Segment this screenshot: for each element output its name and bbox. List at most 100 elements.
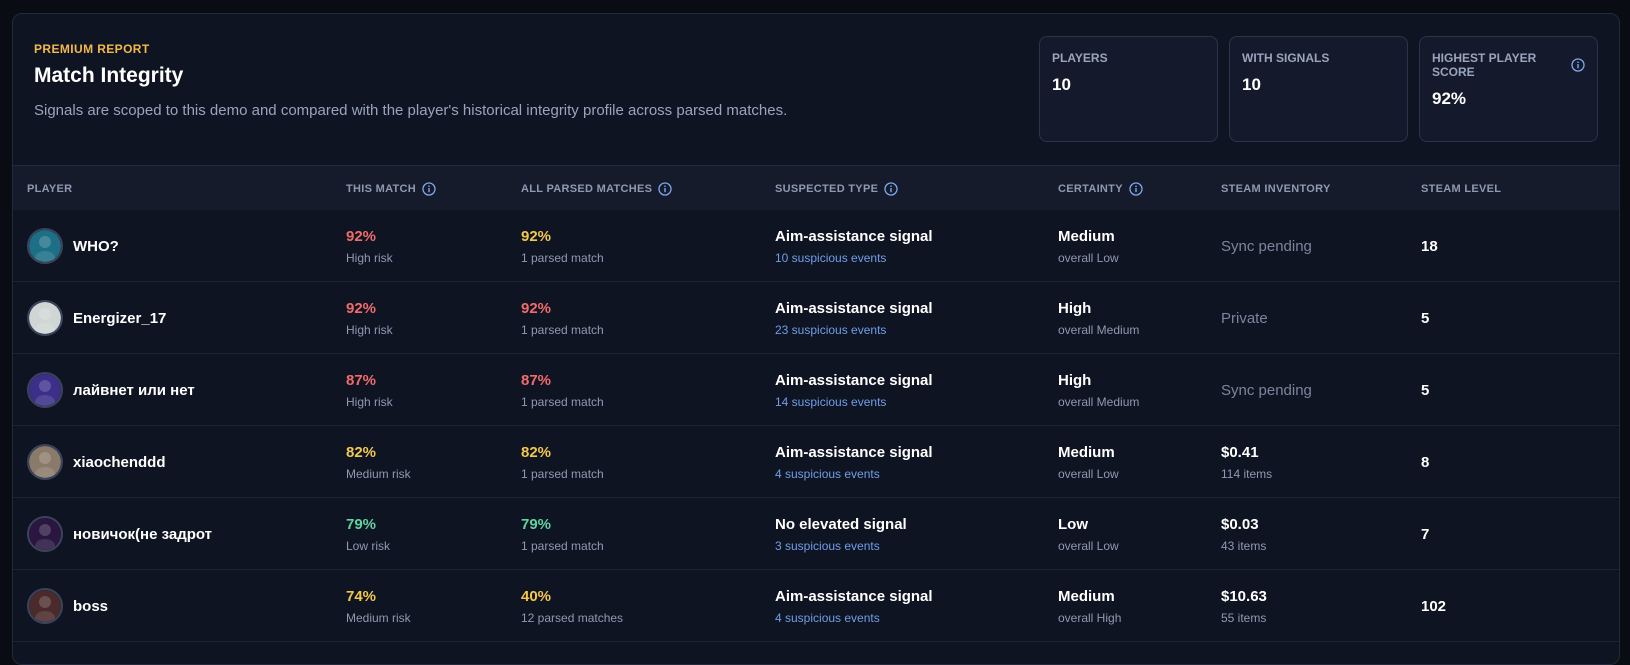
certainty-value: High [1058, 371, 1092, 389]
player-cell[interactable]: WHO? [27, 210, 119, 282]
steam-level-cell: 102 [1421, 570, 1446, 642]
player-name[interactable]: Energizer_17 [73, 309, 167, 327]
column-all-parsed[interactable]: ALL PARSED MATCHES [521, 166, 672, 211]
avatar[interactable] [27, 444, 63, 480]
steam-level: 8 [1421, 453, 1430, 471]
risk-label: Medium risk [346, 610, 411, 625]
certainty-value: Medium [1058, 227, 1115, 245]
table-header: PLAYER THIS MATCH ALL PARSED MATCHES SUS… [13, 165, 1619, 210]
overall-certainty: overall High [1058, 610, 1122, 625]
info-icon[interactable] [1571, 58, 1585, 72]
this-match-score: 92% [346, 227, 377, 245]
info-icon[interactable] [658, 181, 672, 196]
steam-inventory-cell: Sync pending [1221, 354, 1312, 426]
avatar[interactable] [27, 516, 63, 552]
this-match-cell: 82% Medium risk [346, 426, 411, 498]
table-row[interactable]: WHO? 92% High risk 92% 1 parsed match Aim-ass… [13, 210, 1619, 282]
player-name[interactable]: boss [73, 597, 109, 615]
avatar[interactable] [27, 588, 63, 624]
this-match-score: 82% [346, 443, 377, 461]
this-match-cell: 79% Low risk [346, 498, 390, 570]
steam-level: 102 [1421, 597, 1447, 615]
column-player[interactable]: PLAYER [27, 166, 72, 211]
player-cell[interactable]: boss [27, 570, 108, 642]
avatar[interactable] [27, 300, 63, 336]
player-name[interactable]: новичок(не задрот [73, 525, 213, 543]
all-parsed-cell: 92% 1 parsed match [521, 282, 604, 354]
suspicious-events-link[interactable]: 4 suspicious events [775, 466, 880, 481]
this-match-score: 87% [346, 371, 377, 389]
avatar[interactable] [27, 228, 63, 264]
inventory-items: 114 items [1221, 466, 1273, 481]
column-steam-inventory[interactable]: STEAM INVENTORY [1221, 166, 1331, 211]
info-icon[interactable] [884, 181, 898, 196]
suspicious-events-link[interactable]: 14 suspicious events [775, 394, 887, 409]
inventory-items: 43 items [1221, 538, 1267, 553]
suspicious-events-link[interactable]: 23 suspicious events [775, 322, 887, 337]
suspected-type: Aim-assistance signal [775, 299, 933, 317]
column-certainty[interactable]: CERTAINTY [1058, 166, 1143, 211]
certainty-cell: High overall Medium [1058, 282, 1139, 354]
all-parsed-score: 92% [521, 227, 552, 245]
steam-level-cell: 8 [1421, 426, 1429, 498]
column-label: ALL PARSED MATCHES [521, 182, 653, 195]
steam-level: 7 [1421, 525, 1430, 543]
player-name[interactable]: лайвнет или нет [73, 381, 195, 399]
table-row[interactable]: boss 74% Medium risk 40% 12 parsed matches Ai… [13, 570, 1619, 642]
risk-label: Low risk [346, 538, 391, 553]
overall-certainty: overall Low [1058, 466, 1119, 481]
steam-level-cell: 5 [1421, 354, 1429, 426]
page-title: Match Integrity [34, 64, 184, 87]
suspicious-events-link[interactable]: 10 suspicious events [775, 250, 887, 265]
steam-inventory-cell: $0.03 43 items [1221, 498, 1266, 570]
column-this-match[interactable]: THIS MATCH [346, 166, 436, 211]
this-match-cell: 87% High risk [346, 354, 393, 426]
suspected-type-cell: Aim-assistance signal 10 suspicious event… [775, 210, 933, 282]
this-match-cell: 92% High risk [346, 282, 393, 354]
overall-certainty: overall Medium [1058, 322, 1140, 337]
suspicious-events-link[interactable]: 4 suspicious events [775, 610, 880, 625]
all-parsed-score: 92% [521, 299, 552, 317]
certainty-value: Medium [1058, 443, 1115, 461]
this-match-score: 79% [346, 515, 377, 533]
info-icon[interactable] [422, 181, 436, 196]
player-name[interactable]: WHO? [73, 237, 119, 255]
stat-card-with-signals: WITH SIGNALS 10 [1229, 36, 1408, 142]
stat-value: 10 [1052, 75, 1071, 94]
stat-value: 10 [1242, 75, 1261, 94]
steam-level: 5 [1421, 309, 1430, 327]
table-row[interactable]: xiaochenddd 82% Medium risk 82% 1 parsed mat… [13, 426, 1619, 498]
player-cell[interactable]: лайвнет или нет [27, 354, 195, 426]
all-parsed-score: 40% [521, 587, 552, 605]
all-parsed-cell: 92% 1 parsed match [521, 210, 604, 282]
suspected-type: Aim-assistance signal [775, 371, 933, 389]
table-row[interactable]: лайвнет или нет 87% High risk 87% 1 parsed m… [13, 354, 1619, 426]
table-row[interactable]: новичок(не задрот 79% Low risk 79% 1 parsed … [13, 498, 1619, 570]
avatar[interactable] [27, 372, 63, 408]
all-parsed-cell: 87% 1 parsed match [521, 354, 604, 426]
inventory-value: $0.03 [1221, 515, 1259, 533]
player-name[interactable]: xiaochenddd [73, 453, 166, 471]
player-cell[interactable]: xiaochenddd [27, 426, 166, 498]
player-cell[interactable]: Energizer_17 [27, 282, 166, 354]
inventory-value: $10.63 [1221, 587, 1267, 605]
column-suspected-type[interactable]: SUSPECTED TYPE [775, 166, 898, 211]
inventory-status: Private [1221, 309, 1268, 327]
parsed-matches-count: 1 parsed match [521, 466, 604, 481]
suspicious-events-link[interactable]: 3 suspicious events [775, 538, 880, 553]
suspected-type-cell: Aim-assistance signal 4 suspicious events [775, 426, 933, 498]
suspected-type: No elevated signal [775, 515, 907, 533]
table-row[interactable]: Energizer_17 92% High risk 92% 1 parsed matc… [13, 282, 1619, 354]
this-match-cell: 74% Medium risk [346, 570, 411, 642]
certainty-value: High [1058, 299, 1092, 317]
steam-inventory-cell: Sync pending [1221, 210, 1312, 282]
column-steam-level[interactable]: STEAM LEVEL [1421, 166, 1501, 211]
suspected-type-cell: Aim-assistance signal 14 suspicious event… [775, 354, 933, 426]
certainty-value: Low [1058, 515, 1088, 533]
info-icon[interactable] [1129, 181, 1143, 196]
player-cell[interactable]: новичок(не задрот [27, 498, 212, 570]
certainty-cell: Medium overall Low [1058, 426, 1119, 498]
match-integrity-panel: PREMIUM REPORT Match Integrity Signals a… [12, 13, 1620, 665]
all-parsed-cell: 79% 1 parsed match [521, 498, 604, 570]
all-parsed-cell: 40% 12 parsed matches [521, 570, 623, 642]
